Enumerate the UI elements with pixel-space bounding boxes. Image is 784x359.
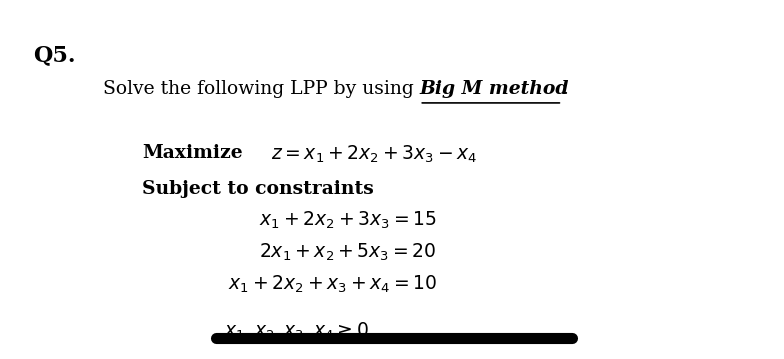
- Text: .: .: [562, 80, 568, 98]
- Text: Q5.: Q5.: [33, 44, 75, 66]
- Text: Subject to constraints: Subject to constraints: [142, 180, 374, 197]
- Text: Maximize: Maximize: [142, 144, 242, 162]
- Text: Solve the following LPP by using: Solve the following LPP by using: [103, 80, 419, 98]
- Text: $x_1 + 2x_2 + 3x_3 = 15$: $x_1 + 2x_2 + 3x_3 = 15$: [260, 210, 437, 231]
- Text: $z = x_1 + 2x_2 + 3x_3 - x_4$: $z = x_1 + 2x_2 + 3x_3 - x_4$: [271, 144, 477, 165]
- Text: $x_1, x_2, x_3, x_4 \geq 0$: $x_1, x_2, x_3, x_4 \geq 0$: [224, 320, 369, 341]
- Text: Big M method: Big M method: [419, 80, 569, 98]
- Text: $x_1 + 2x_2 + x_3 + x_4 = 10$: $x_1 + 2x_2 + x_3 + x_4 = 10$: [228, 274, 437, 295]
- Text: $2x_1 + x_2 + 5x_3 = 20$: $2x_1 + x_2 + 5x_3 = 20$: [260, 242, 437, 263]
